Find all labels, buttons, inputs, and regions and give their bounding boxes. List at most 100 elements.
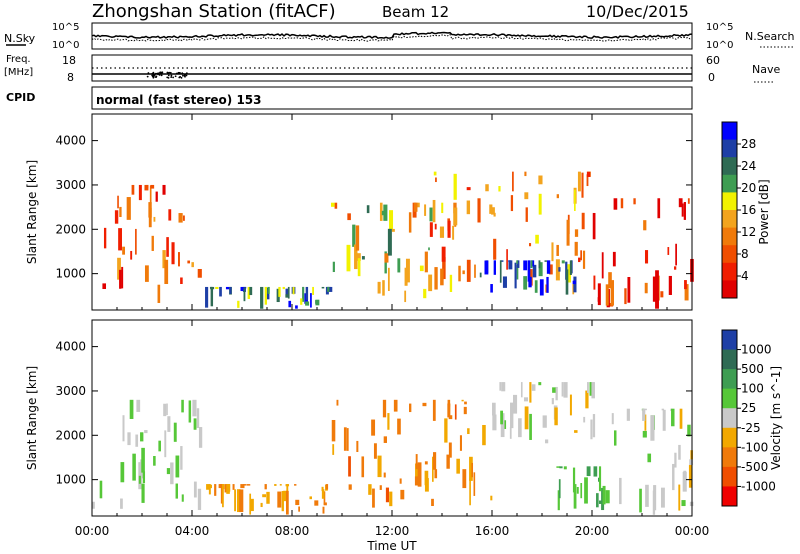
y-tick-label: 2000 [55,222,86,236]
scatter-strip [454,404,457,420]
scatter-strip [417,202,420,208]
scatter-strip [422,402,427,407]
scatter-strip [357,258,361,277]
scatter-strip [431,498,434,506]
power-colorbar: 28 24 20 16 12 8 4 [721,121,756,299]
velocity-ylabel: Slant Range [km] [25,366,39,470]
scatter-strip [417,462,422,487]
nave-dip-point [175,72,178,75]
nave-tick-low: 0 [708,71,715,84]
colorbar-tick-label: 100 [741,382,764,396]
colorbar-swatch [722,388,737,409]
scatter-strip [435,177,437,183]
scatter-strip [555,259,560,281]
nave-dip-point [181,72,184,75]
scatter-strip [266,491,270,504]
scatter-strip [144,265,149,282]
scatter-strip [574,430,578,433]
scatter-strip [225,286,230,290]
scatter-strip [332,444,335,455]
scatter-strip [578,257,581,263]
scatter-strip [688,465,692,488]
colorbar-swatch [722,174,737,193]
scatter-strip [679,408,683,429]
scatter-strip [181,399,184,413]
scatter-strip [372,488,375,508]
scatter-strip [277,491,282,508]
scatter-strip [586,174,589,187]
scatter-strip [567,264,571,283]
nave-dip-point [170,74,173,77]
scatter-strip [361,456,365,478]
colorbar-swatch [722,262,737,281]
scatter-strip [383,472,386,478]
scatter-strip [260,502,263,508]
scatter-strip [439,226,445,238]
scatter-strip [469,456,473,481]
date-label: 10/Dec/2015 [586,2,689,21]
scatter-strip [205,286,209,308]
colorbar-tick-label: 1000 [741,343,772,357]
scatter-strip [479,272,482,278]
colorbar-tick-label: -25 [741,421,761,435]
scatter-strip [518,418,522,438]
scatter-strip [180,446,183,470]
scatter-strip [214,484,217,496]
scatter-strip [493,212,496,217]
scatter-strip [206,484,210,490]
scatter-strip [166,237,169,257]
scatter-strip [188,400,192,423]
colorbar-swatch [722,349,737,370]
colorbar-swatch [722,157,737,176]
scatter-strip [373,443,377,459]
scatter-strip [551,398,554,405]
scatter-strip [642,408,646,421]
scatter-strip [645,484,649,507]
scatter-strip [346,428,349,451]
scatter-strip [312,286,314,295]
scatter-strip [529,243,532,247]
scatter-strip [620,198,624,209]
scatter-strip [473,472,476,496]
colorbar-swatch [722,210,737,229]
nsearch-trace [91,33,693,42]
scatter-strip [149,185,152,204]
nsky-label: N.Sky [4,32,36,45]
scatter-strip [538,193,542,215]
colorbar-tick-label: -500 [741,460,768,474]
scatter-strip [346,244,351,272]
scatter-strip [323,491,326,505]
scatter-strip [551,242,554,262]
scatter-strip [626,408,630,421]
scatter-strip [138,462,142,490]
scatter-strip [652,490,656,515]
scatter-strip [99,480,103,499]
scatter-strip [514,262,517,289]
scatter-strip [498,186,501,192]
scatter-strip [582,250,586,269]
scatter-strip [453,207,458,226]
scatter-strip [144,430,148,434]
scatter-strip [355,225,360,251]
scatter-strip [121,266,124,289]
colorbar-tick-label: 16 [741,203,756,217]
y-tick-label: 3000 [55,178,86,192]
cpid-strip: CPID normal (fast stereo) 153 [6,86,693,110]
scatter-strip [516,264,519,280]
scatter-strip [243,288,246,302]
scatter-strip [286,484,289,496]
scatter-strip [142,471,146,484]
scatter-strip [151,235,154,251]
colorbar-swatch [722,330,737,351]
scatter-strip [574,229,579,237]
nave-dip-point [158,74,161,76]
scatter-strip [432,456,434,482]
nave-dip-point [167,74,170,77]
scatter-strip [532,264,537,278]
scatter-strip [668,275,672,295]
scatter-strip [414,476,419,486]
scatter-strip [122,246,126,255]
scatter-strip [331,419,336,442]
scatter-strip [459,435,462,451]
cpid-label: CPID [6,91,35,104]
